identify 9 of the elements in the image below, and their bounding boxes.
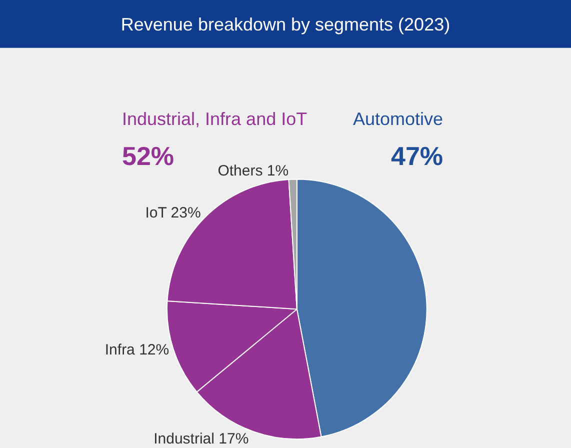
slice-label: IoT 23% xyxy=(145,204,201,222)
slice-label: Infra 12% xyxy=(104,342,170,359)
text: 52% xyxy=(122,141,174,171)
slice-label: Industrial 17% xyxy=(154,430,249,448)
text: Industrial, Infra and IoT xyxy=(122,109,308,129)
chart-title: Revenue breakdown by segments (2023) xyxy=(120,14,450,34)
text: 47% xyxy=(391,141,444,171)
text: Automotive xyxy=(353,109,444,129)
slice-label: Others 1% xyxy=(218,162,289,180)
